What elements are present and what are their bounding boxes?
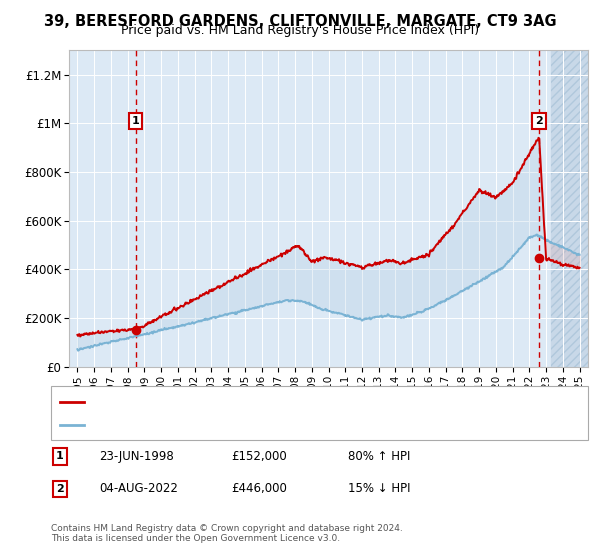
Bar [551, 50, 590, 367]
Text: 1: 1 [56, 451, 64, 461]
Text: Price paid vs. HM Land Registry's House Price Index (HPI): Price paid vs. HM Land Registry's House … [121, 24, 479, 37]
Text: 04-AUG-2022: 04-AUG-2022 [99, 482, 178, 496]
Text: 2: 2 [535, 116, 543, 126]
Text: 23-JUN-1998: 23-JUN-1998 [99, 450, 174, 463]
Text: 39, BERESFORD GARDENS, CLIFTONVILLE, MARGATE, CT9 3AG: 39, BERESFORD GARDENS, CLIFTONVILLE, MAR… [44, 14, 556, 29]
Text: 2: 2 [56, 484, 64, 494]
Text: 39, BERESFORD GARDENS, CLIFTONVILLE, MARGATE, CT9 3AG (detached house): 39, BERESFORD GARDENS, CLIFTONVILLE, MAR… [90, 398, 510, 407]
Text: HPI: Average price, detached house, Thanet: HPI: Average price, detached house, Than… [90, 419, 319, 430]
Text: 80% ↑ HPI: 80% ↑ HPI [348, 450, 410, 463]
Text: 15% ↓ HPI: 15% ↓ HPI [348, 482, 410, 496]
Bar [551, 50, 590, 367]
Text: 1: 1 [132, 116, 140, 126]
Text: £152,000: £152,000 [231, 450, 287, 463]
Text: Contains HM Land Registry data © Crown copyright and database right 2024.
This d: Contains HM Land Registry data © Crown c… [51, 524, 403, 543]
Text: £446,000: £446,000 [231, 482, 287, 496]
